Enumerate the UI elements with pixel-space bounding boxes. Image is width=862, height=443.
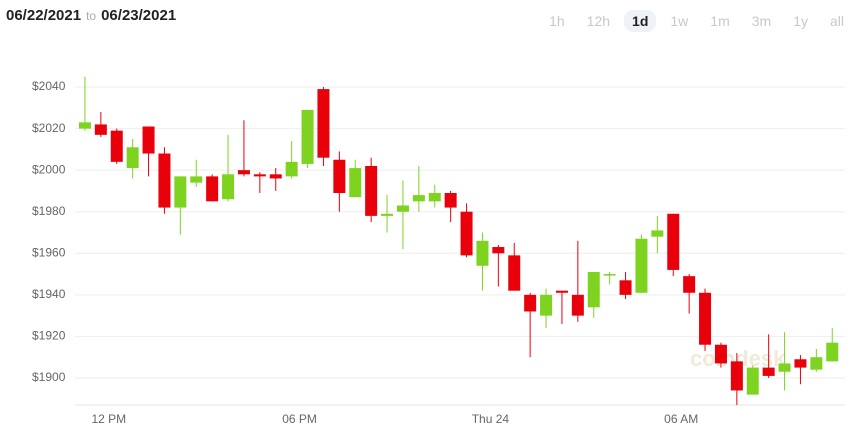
- candle-body: [365, 165, 378, 216]
- candle-body: [174, 176, 187, 208]
- date-range: 06/22/2021 to 06/23/2021: [6, 7, 176, 24]
- start-date: 06/22/2021: [6, 7, 82, 24]
- x-tick-label: 12 PM: [91, 412, 126, 426]
- y-tick-label: $1940: [32, 287, 66, 301]
- candle-body: [333, 159, 346, 194]
- candle-body: [78, 122, 91, 129]
- candle-body: [794, 359, 807, 368]
- range-tab[interactable]: 1m: [710, 13, 730, 29]
- candle-body: [603, 274, 616, 276]
- candle-body: [746, 367, 759, 395]
- candle-body: [714, 344, 727, 364]
- y-tick-label: $2020: [32, 121, 66, 135]
- candle-body: [237, 170, 250, 175]
- candle-body: [142, 126, 155, 154]
- candle-body: [444, 193, 457, 208]
- candle-body: [524, 294, 537, 312]
- candle-body: [301, 109, 314, 164]
- y-tick-label: $1960: [32, 245, 66, 259]
- candle-body: [94, 124, 107, 135]
- candle-body: [778, 363, 791, 372]
- range-tab[interactable]: all: [829, 13, 844, 29]
- candle-body: [730, 361, 743, 391]
- candle-body: [476, 240, 489, 266]
- range-tab[interactable]: 1h: [549, 13, 565, 29]
- candle-body: [810, 357, 823, 370]
- y-tick-label: $1920: [32, 329, 66, 343]
- candle-body: [587, 271, 600, 308]
- candle-body: [492, 247, 505, 254]
- candle-body: [349, 168, 362, 198]
- range-tab[interactable]: 1d: [624, 10, 657, 32]
- candle-body: [635, 238, 648, 293]
- candle-body: [762, 367, 775, 376]
- candle-body: [508, 255, 521, 291]
- x-tick-label: 06 PM: [282, 412, 317, 426]
- candle-body: [190, 176, 203, 183]
- candle-body: [381, 213, 394, 216]
- range-tab[interactable]: 1w: [670, 13, 689, 29]
- candle-body: [412, 195, 425, 202]
- candle-body: [683, 276, 696, 293]
- candle-body: [826, 342, 839, 362]
- y-tick-label: $1900: [32, 370, 66, 384]
- y-tick-label: $1980: [32, 204, 66, 218]
- range-tab[interactable]: 3m: [751, 13, 772, 29]
- y-tick-label: $2000: [32, 162, 66, 176]
- range-tab[interactable]: 1y: [793, 13, 808, 29]
- candle-body: [285, 161, 298, 177]
- candle-body: [317, 89, 330, 158]
- x-tick-label: Thu 24: [472, 412, 510, 426]
- candle-body: [619, 280, 632, 295]
- candle-body: [206, 176, 219, 202]
- candle-body: [651, 230, 664, 237]
- candle-body: [460, 211, 473, 256]
- candle-body: [253, 174, 266, 177]
- candle-body: [555, 290, 568, 293]
- end-date: 06/23/2021: [101, 7, 177, 24]
- candle-body: [222, 174, 235, 200]
- range-tabs: 1h 12h 1d 1w 1m 3m 1y all: [535, 10, 852, 32]
- candle-body: [571, 294, 584, 316]
- candle-body: [269, 174, 282, 179]
- separator: to: [86, 9, 97, 23]
- candle-body: [396, 205, 409, 212]
- x-tick-label: 06 AM: [664, 412, 698, 426]
- range-tab[interactable]: 12h: [586, 13, 611, 29]
- candle-body: [667, 213, 680, 270]
- candle-body: [540, 294, 553, 316]
- candle-body: [699, 292, 712, 345]
- candle-body: [158, 153, 171, 208]
- candle-body: [428, 193, 441, 202]
- candle-body: [110, 130, 123, 162]
- y-tick-label: $2040: [32, 79, 66, 93]
- candle-body: [126, 147, 139, 169]
